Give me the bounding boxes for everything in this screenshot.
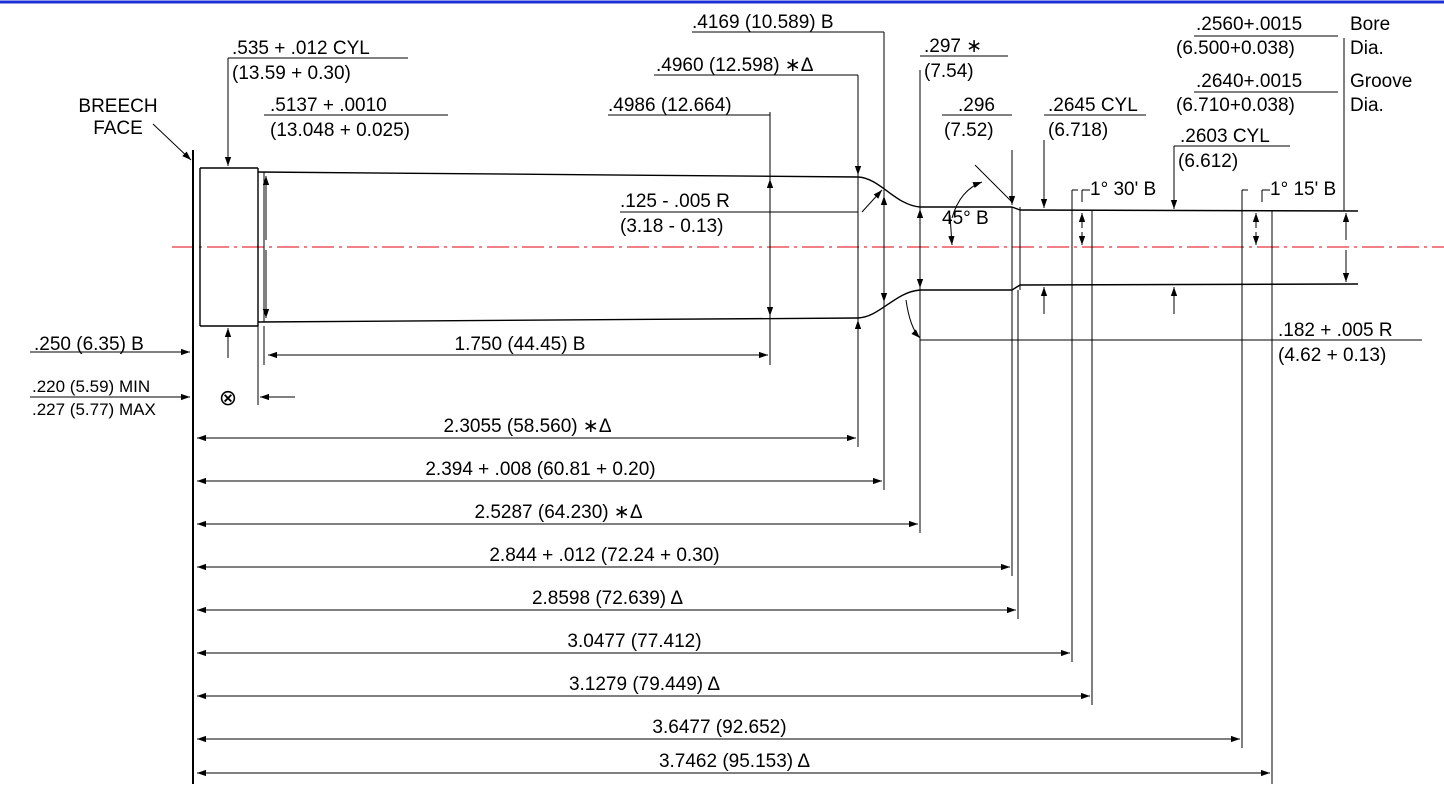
neck-296-mm-label: (7.52) (944, 120, 994, 141)
bore-dia-word-label: Dia. (1350, 38, 1384, 59)
leade-cyl-mm-label: (6.612) (1178, 151, 1238, 172)
length-dim-label: 3.1279 (79.449) Δ (569, 674, 720, 695)
neck-dia-b-label: .4169 (10.589) B (692, 12, 834, 33)
length-dim-label: 3.7462 (95.153) Δ (659, 751, 810, 772)
breech-face-label-1: BREECH (78, 96, 157, 117)
breech-face-label-2: FACE (93, 118, 143, 139)
groove-dia-word-label: Dia. (1350, 95, 1384, 116)
rim-thickness-label: .250 (6.35) B (34, 334, 144, 355)
length-dim-label: 3.6477 (92.652) (652, 717, 786, 738)
base-dia-label: .5137 + .0010 (270, 95, 387, 116)
groove-word-label: Groove (1350, 71, 1412, 92)
bore-word-label: Bore (1350, 14, 1390, 35)
base-dia-mm-label: (13.048 + 0.025) (270, 120, 410, 141)
length-dim-label: 2.844 + .012 (72.24 + 0.30) (489, 545, 719, 566)
leade-cyl-label: .2603 CYL (1180, 126, 1270, 147)
groove-dia-mm-label: (6.710+0.038) (1176, 95, 1295, 116)
groove-dia-label: .2640+.0015 (1196, 71, 1302, 92)
length-dim-label: 2.394 + .008 (60.81 + 0.20) (425, 459, 655, 480)
rim-dia-mm-label: (13.59 + 0.30) (232, 63, 351, 84)
bore-dia-label: .2560+.0015 (1196, 14, 1302, 35)
neck-radius-mm-label: (4.62 + 0.13) (1278, 345, 1386, 366)
bore-dia-mm-label: (6.500+0.038) (1176, 38, 1295, 59)
length-dim-label: 2.5287 (64.230) ∗Δ (474, 502, 642, 523)
neck-radius-label: .182 + .005 R (1278, 320, 1393, 341)
neck-296-label: .296 (958, 95, 995, 116)
length-dim-label: 2.3055 (58.560) ∗Δ (443, 416, 611, 437)
neck-297-label: .297 ∗ (924, 36, 982, 57)
shoulder-radius-label: .125 - .005 R (620, 191, 730, 212)
length-dim-label: 3.0477 (77.412) (567, 631, 701, 652)
label-rules (30, 31, 1422, 398)
head-space-max-label: .227 (5.77) MAX (32, 400, 156, 419)
shoulder-start-dia-label: .4986 (12.664) (608, 95, 732, 116)
shoulder-radius-mm-label: (3.18 - 0.13) (620, 216, 724, 237)
rim-dia-label: .535 + .012 CYL (232, 38, 370, 59)
taper-2-label: 1° 15' B (1270, 179, 1336, 200)
throat-cyl-label: .2645 CYL (1048, 95, 1138, 116)
length-dimensions: 2.3055 (58.560) ∗Δ 2.394 + .008 (60.81 + … (197, 416, 1270, 777)
body-length-label: 1.750 (44.45) B (455, 334, 586, 355)
throat-cyl-mm-label: (6.718) (1048, 120, 1108, 141)
labels: BREECH FACE .535 + .012 CYL (13.59 + 0.3… (30, 12, 1412, 419)
taper-1-label: 1° 30' B (1090, 179, 1156, 200)
shoulder-dia-label: .4960 (12.598) ∗Δ (656, 55, 814, 76)
head-space-min-label: .220 (5.59) MIN (32, 377, 150, 396)
chamber-outline (192, 150, 1359, 784)
length-dim-label: 2.8598 (72.639) Δ (532, 588, 683, 609)
neck-297-mm-label: (7.54) (924, 61, 974, 82)
datum-symbol: ⊗ (219, 385, 237, 410)
shoulder-angle-label: 45° B (942, 208, 989, 229)
